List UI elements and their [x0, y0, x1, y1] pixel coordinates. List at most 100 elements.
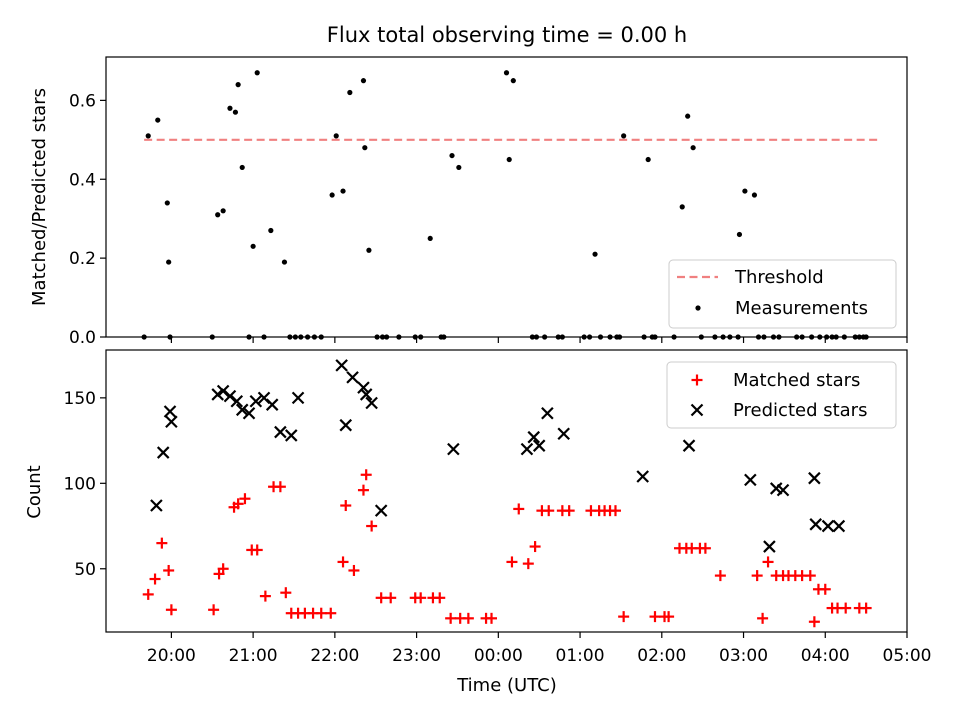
x-axis-label: Time (UTC): [456, 675, 557, 696]
bottom-legend-box: [666, 361, 897, 429]
matched-star-point: [529, 541, 541, 553]
measurement-point: [456, 164, 462, 171]
matched-star-point: [217, 563, 229, 575]
measurement-point: [592, 251, 598, 257]
measurement-point: [366, 247, 372, 253]
legend-predicted-label: Predicted stars: [733, 400, 867, 421]
chart-title: Flux total observing time = 0.00 h: [327, 23, 687, 47]
matched-star-point: [251, 544, 263, 556]
matched-star-point: [325, 607, 337, 619]
measurement-point: [215, 212, 221, 218]
matched-star-point: [804, 570, 816, 582]
matched-star-point: [274, 481, 286, 493]
measurement-point: [329, 192, 335, 198]
bottom-x-tick-label: 00:00: [474, 646, 523, 666]
matched-star-point: [609, 505, 621, 517]
predicted-star-point: [346, 371, 359, 384]
top-y-axis-label: Matched/Predicted stars: [29, 88, 50, 306]
predicted-star-point: [242, 406, 256, 420]
predicted-star-point: [557, 427, 570, 441]
predicted-star-point: [374, 504, 388, 517]
predicted-star-point: [636, 470, 650, 483]
matched-star-point: [840, 602, 852, 614]
predicted-star-point: [216, 384, 230, 398]
predicted-star-point: [235, 403, 249, 417]
matched-star-point: [819, 583, 831, 595]
bottom-x-tick-label: 03:00: [719, 646, 768, 666]
matched-star-point: [280, 587, 292, 599]
bottom-x-tick-label: 05:00: [883, 646, 932, 666]
matched-star-point: [232, 498, 244, 510]
measurement-point: [506, 156, 512, 163]
legend-measurements-label: Measurements: [735, 298, 868, 319]
measurement-point: [164, 200, 170, 206]
measurement-point: [281, 259, 288, 265]
measurement-point: [427, 235, 433, 242]
matched-star-point: [462, 612, 474, 624]
matched-star-point: [315, 607, 327, 619]
legend-measurements-swatch: [695, 305, 701, 311]
predicted-star-point: [365, 396, 378, 410]
matched-star-point: [434, 592, 446, 604]
bottom-x-tick-label: 20:00: [147, 646, 196, 666]
bottom-x-tick-label: 04:00: [801, 646, 850, 666]
bottom-x-tick-label: 22:00: [310, 646, 359, 666]
matched-star-point: [618, 611, 630, 623]
predicted-star-point: [520, 442, 534, 456]
top-y-tick-label: 0.6: [69, 91, 96, 111]
matched-star-point: [360, 469, 372, 481]
matched-star-point: [149, 573, 161, 585]
top-y-tick-label: 0.2: [69, 249, 96, 269]
predicted-star-point: [832, 519, 846, 533]
predicted-star-point: [291, 391, 305, 405]
bottom-plot-frame: [105, 349, 908, 633]
top-legend: Threshold Measurements: [668, 259, 897, 329]
measurement-point: [736, 231, 743, 238]
measurement-point: [510, 78, 516, 84]
predicted-star-point: [809, 518, 823, 531]
legend-matched-swatch: [691, 374, 703, 386]
predicted-star-point: [150, 499, 163, 512]
predicted-star-point: [359, 388, 373, 401]
matched-star-point: [337, 556, 349, 568]
measurement-point: [679, 204, 685, 210]
measurement-point: [449, 152, 455, 159]
matched-star-point: [259, 590, 271, 602]
measurement-point: [347, 89, 353, 96]
measurement-point: [503, 70, 510, 76]
matched-star-point: [699, 542, 711, 554]
matched-star-point: [543, 505, 555, 517]
measurement-point: [360, 78, 367, 84]
matched-star-point: [751, 570, 763, 582]
predicted-star-point: [527, 430, 541, 444]
measurement-point: [155, 117, 161, 123]
measurement-point: [742, 188, 748, 194]
measurement-point: [751, 192, 758, 198]
matched-star-point: [808, 616, 820, 628]
matched-star-point: [757, 612, 769, 624]
predicted-star-point: [357, 381, 370, 394]
predicted-star-point: [339, 418, 353, 432]
matched-star-point: [486, 612, 498, 624]
measurement-point: [685, 113, 691, 119]
measurement-point: [254, 70, 260, 76]
matched-star-point: [860, 602, 872, 614]
matched-star-point: [163, 564, 175, 576]
predicted-star-point: [682, 439, 696, 452]
predicted-star-point: [744, 473, 757, 487]
matched-star-point: [445, 612, 457, 624]
matched-star-point: [385, 592, 397, 604]
predicted-star-point: [447, 442, 460, 456]
matched-star-point: [366, 520, 378, 532]
matched-star-point: [714, 570, 726, 582]
measurement-point: [362, 145, 368, 151]
bottom-y-tick-label: 50: [74, 560, 96, 580]
bottom-y-tick-label: 100: [64, 474, 96, 494]
predicted-star-point: [156, 446, 170, 459]
matched-star-point: [142, 588, 154, 600]
measurement-point: [235, 82, 241, 88]
legend-matched-label: Matched stars: [733, 370, 860, 391]
matched-star-point: [563, 505, 575, 517]
measurement-point: [239, 164, 245, 171]
